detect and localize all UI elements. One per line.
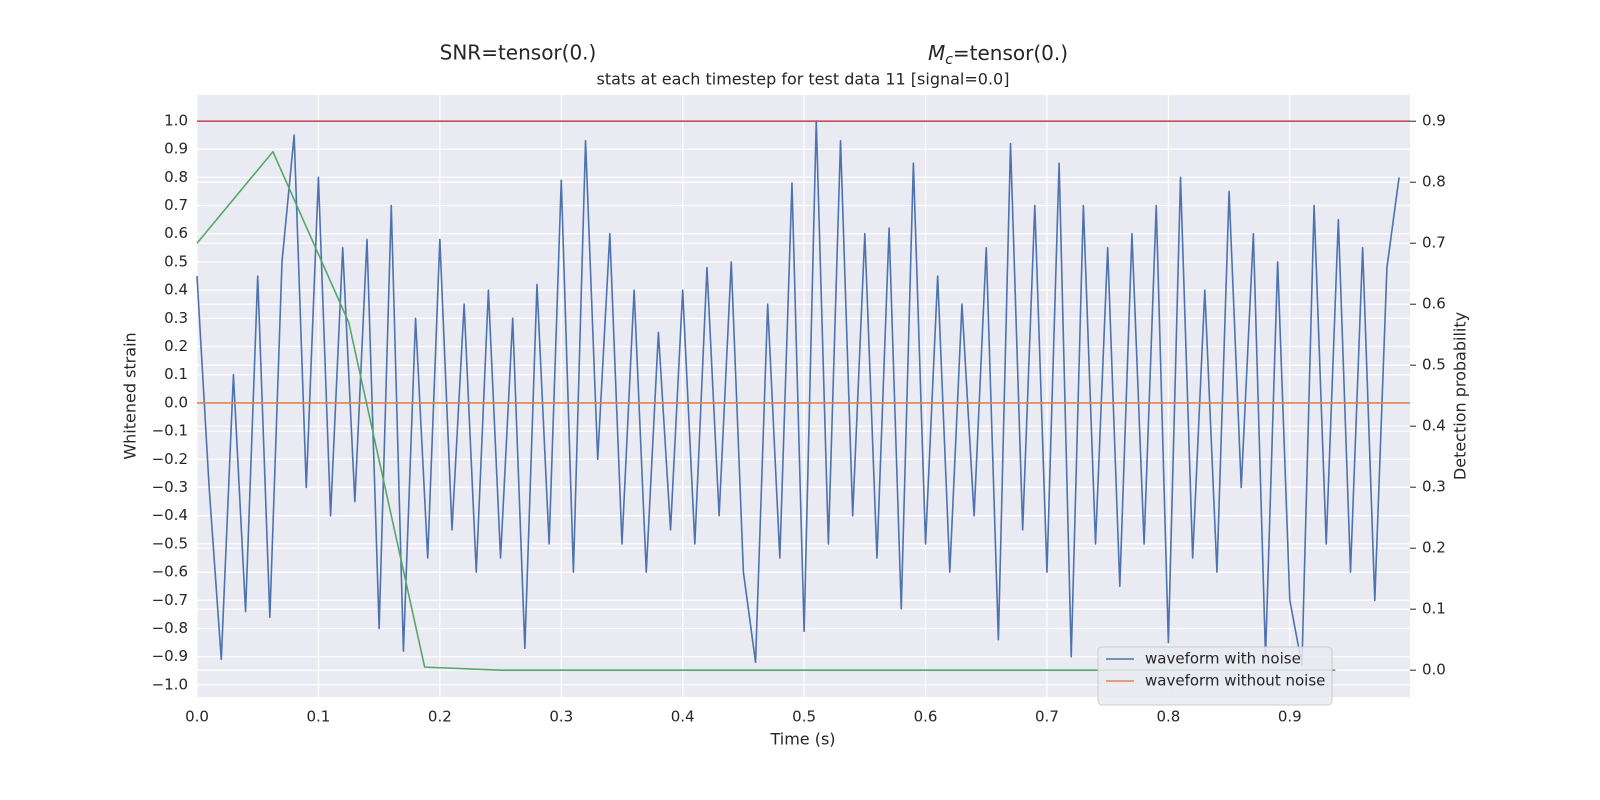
y-tick-label: 0.3: [164, 309, 188, 327]
y-tick-label: −0.3: [152, 478, 188, 496]
legend-label: waveform with noise: [1145, 650, 1301, 668]
y-tick-label: 0.6: [164, 224, 188, 242]
x-tick-label: 0.9: [1278, 708, 1302, 726]
y-tick-label: 1.0: [164, 111, 188, 129]
y-tick-label: 0.1: [164, 365, 188, 383]
y-tick-label: −0.7: [152, 591, 188, 609]
y2-tick-label: 0.6: [1422, 295, 1446, 313]
y-tick-label: 0.4: [164, 281, 188, 299]
y2-tick-label: 0.0: [1422, 661, 1446, 679]
x-tick-label: 0.2: [428, 708, 452, 726]
y2-tick-label: 0.2: [1422, 539, 1446, 557]
y-tick-label: −1.0: [152, 675, 188, 693]
x-tick-label: 0.0: [185, 708, 209, 726]
y-tick-label: −0.6: [152, 563, 188, 581]
mc-symbol: M: [928, 41, 945, 65]
x-tick-label: 0.4: [671, 708, 695, 726]
y2-tick-label: 0.4: [1422, 417, 1446, 435]
y-tick-label: −0.8: [152, 619, 188, 637]
mc-title: Mc=tensor(0.): [928, 41, 1068, 69]
x-tick-label: 0.5: [792, 708, 816, 726]
snr-title: SNR=tensor(0.): [440, 41, 597, 65]
y-tick-label: 0.8: [164, 168, 188, 186]
x-tick-label: 0.7: [1035, 708, 1059, 726]
legend-box: [1097, 646, 1333, 706]
x-axis-label: Time (s): [769, 730, 835, 749]
y-tick-label: 0.0: [164, 393, 188, 411]
chart-title: stats at each timestep for test data 11 …: [597, 70, 1010, 89]
y-tick-label: −0.5: [152, 534, 188, 552]
y-tick-label: −0.1: [152, 422, 188, 440]
y-tick-label: −0.9: [152, 647, 188, 665]
x-tick-label: 0.1: [306, 708, 330, 726]
y-tick-label: 0.7: [164, 196, 188, 214]
series-line: [196, 120, 1400, 666]
y-tick-label: −0.4: [152, 506, 188, 524]
x-tick-label: 0.3: [549, 708, 573, 726]
x-tick-label: 0.6: [914, 708, 938, 726]
y-tick-label: 0.9: [164, 140, 188, 158]
y-tick-label: 0.2: [164, 337, 188, 355]
y-tick-label: −0.2: [152, 450, 188, 468]
y2-tick-label: 0.7: [1422, 234, 1446, 252]
y2-tick-label: 0.3: [1422, 478, 1446, 496]
y-tick-label: 0.5: [164, 252, 188, 270]
y2-tick-label: 0.9: [1422, 112, 1446, 130]
x-tick-label: 0.8: [1156, 708, 1180, 726]
mc-subscript: c: [945, 52, 953, 68]
y2-tick-label: 0.1: [1422, 600, 1446, 618]
legend-label: waveform without noise: [1145, 672, 1325, 690]
y2-tick-label: 0.5: [1422, 356, 1446, 374]
y-axis-label: Whitened strain: [121, 332, 140, 459]
mc-text: =tensor(0.): [953, 41, 1068, 65]
y2-tick-label: 0.8: [1422, 173, 1446, 191]
y2-axis-label: Detection probability: [1451, 312, 1470, 480]
